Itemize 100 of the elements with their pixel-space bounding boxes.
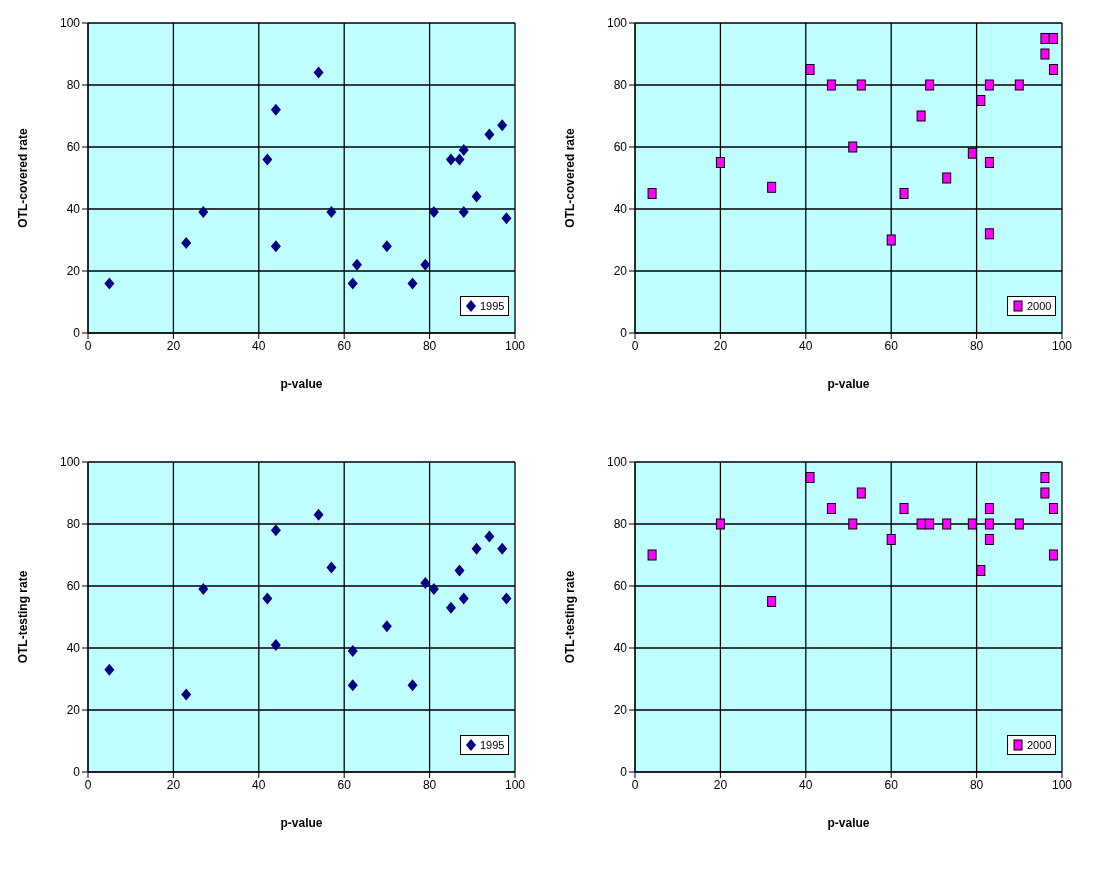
point <box>967 518 977 530</box>
x-tick-label: 80 <box>422 777 437 792</box>
point <box>886 534 896 545</box>
point <box>181 688 192 701</box>
y-tick-label: 40 <box>613 641 628 656</box>
y-tick-label: 100 <box>606 16 628 31</box>
y-tick-label: 80 <box>66 78 81 93</box>
point <box>471 190 482 203</box>
legend-label: 2000 <box>1027 739 1052 751</box>
x-tick-label: 20 <box>166 777 181 792</box>
point <box>326 206 337 219</box>
y-tick-label: 60 <box>613 140 628 155</box>
point <box>471 542 482 555</box>
point <box>381 240 392 253</box>
x-tick-label: 100 <box>1051 777 1073 792</box>
point <box>262 153 273 166</box>
point <box>1048 64 1058 75</box>
point <box>484 128 495 141</box>
y-tick-label: 100 <box>59 16 81 31</box>
x-axis-title: p-value <box>827 816 870 830</box>
point <box>984 157 994 168</box>
point <box>104 663 115 676</box>
y-tick-label: 80 <box>613 517 628 532</box>
x-tick-label: 80 <box>422 338 437 353</box>
point <box>899 503 909 514</box>
x-tick-label: 0 <box>631 777 639 792</box>
point <box>942 518 952 530</box>
point <box>942 172 952 184</box>
point <box>976 95 986 106</box>
y-axis-title: OTL-covered rate <box>16 128 31 228</box>
point <box>458 144 469 157</box>
x-tick-label: 20 <box>713 338 728 353</box>
point <box>497 119 508 132</box>
y-axis-title: OTL-covered rate <box>563 128 578 228</box>
y-tick-label: 20 <box>66 703 81 718</box>
y-tick-label: 20 <box>613 264 628 279</box>
point <box>501 212 512 225</box>
legend-label: 1995 <box>480 739 505 751</box>
point <box>270 103 281 116</box>
point <box>313 508 324 521</box>
point <box>381 620 392 633</box>
point <box>347 645 358 658</box>
point <box>326 561 337 574</box>
x-tick-label: 40 <box>799 338 813 353</box>
point <box>916 110 926 122</box>
y-tick-label: 0 <box>73 326 81 341</box>
point <box>1040 487 1050 499</box>
point <box>1014 79 1024 91</box>
y-tick-label: 40 <box>66 202 81 217</box>
point <box>976 565 986 576</box>
point <box>848 518 858 530</box>
point <box>501 592 512 605</box>
point <box>916 518 926 530</box>
point <box>1040 472 1050 483</box>
point <box>1048 549 1058 561</box>
x-tick-label: 100 <box>1051 338 1073 353</box>
point <box>262 592 273 605</box>
y-tick-label: 60 <box>66 140 81 155</box>
point <box>347 679 358 692</box>
point <box>428 583 439 596</box>
y-tick-label: 20 <box>66 264 81 279</box>
x-tick-label: 100 <box>504 777 526 792</box>
point <box>428 206 439 219</box>
y-tick-label: 80 <box>613 78 628 93</box>
legend-label: 2000 <box>1027 300 1052 312</box>
x-tick-label: 100 <box>504 338 526 353</box>
x-axis-title: p-value <box>827 377 870 391</box>
point <box>181 237 192 250</box>
point <box>647 188 657 199</box>
point <box>967 147 977 159</box>
point <box>497 542 508 555</box>
y-tick-label: 0 <box>73 765 81 780</box>
y-tick-label: 60 <box>66 579 81 594</box>
x-tick-label: 80 <box>969 338 984 353</box>
point <box>454 153 465 166</box>
point <box>270 240 281 253</box>
point <box>347 277 358 290</box>
x-tick-label: 60 <box>337 777 352 792</box>
point <box>984 503 994 514</box>
x-axis-title: p-value <box>280 816 323 830</box>
point <box>984 534 994 545</box>
point <box>1048 503 1058 514</box>
x-tick-label: 60 <box>884 777 899 792</box>
point <box>826 503 836 514</box>
point <box>984 518 994 530</box>
point <box>899 188 909 199</box>
y-tick-label: 20 <box>613 703 628 718</box>
y-axis-title: OTL-testing rate <box>16 570 31 664</box>
point <box>1048 33 1058 44</box>
point <box>1014 518 1024 530</box>
point <box>420 258 431 271</box>
x-tick-label: 60 <box>337 338 352 353</box>
y-tick-label: 40 <box>613 202 628 217</box>
point <box>925 79 935 91</box>
point <box>886 234 896 246</box>
point <box>805 472 815 483</box>
y-tick-label: 60 <box>613 579 628 594</box>
point <box>848 141 858 153</box>
y-tick-label: 40 <box>66 641 81 656</box>
y-tick-label: 100 <box>606 455 628 470</box>
